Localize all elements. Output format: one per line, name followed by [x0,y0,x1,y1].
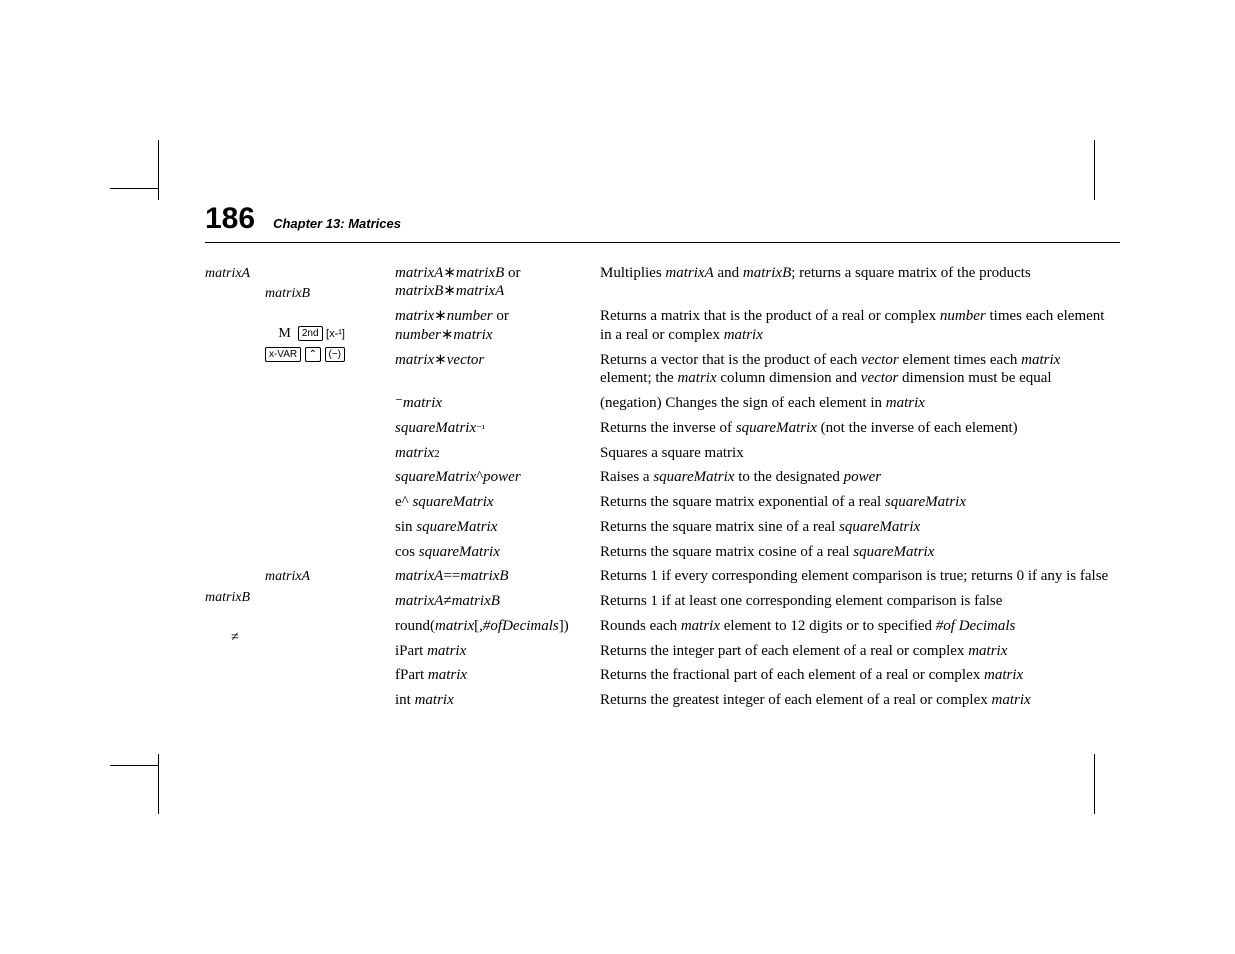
crop-mark [1094,754,1095,814]
key-xvar: x-VAR [265,347,301,362]
side-note: matrixA matrixB ≠ [205,564,395,713]
description-cell: Returns 1 if at least one corresponding … [600,589,1120,614]
description-cell: Rounds each matrix element to 12 digits … [600,614,1120,639]
key-neg: (−) [325,347,346,362]
syntax-cell: squareMatrix⁻¹ [395,416,600,441]
key-2nd: 2nd [298,326,323,341]
description-cell: Returns the square matrix cosine of a re… [600,540,1120,565]
description-cell: Raises a squareMatrix to the designated … [600,465,1120,490]
description-cell: (negation) Changes the sign of each elem… [600,391,1120,416]
table-row: matrixA matrixB ≠ matrixA==matrixBReturn… [205,564,1120,589]
side-var: matrixA [265,569,310,584]
description-cell: Returns 1 if every corresponding element… [600,564,1120,589]
key-inverse: [x‑¹] [326,328,345,340]
crop-mark [110,765,159,766]
description-cell: Returns the square matrix sine of a real… [600,515,1120,540]
key-up: ⌃ [305,347,321,362]
crop-mark [110,188,159,189]
crop-mark [158,754,159,814]
operations-table: matrixA matrixB M 2nd [x‑¹] x-VAR ⌃ (−) … [205,261,1120,713]
syntax-cell: sin squareMatrix [395,515,600,540]
chapter-title: Chapter 13: Matrices [273,216,401,232]
table-row: matrixA matrixB M 2nd [x‑¹] x-VAR ⌃ (−) … [205,261,1120,305]
description-cell: Returns the inverse of squareMatrix (not… [600,416,1120,441]
syntax-cell: matrix∗number ornumber∗matrix [395,304,600,348]
side-note: matrixA matrixB M 2nd [x‑¹] x-VAR ⌃ (−) [205,261,395,565]
description-cell: Returns the fractional part of each elem… [600,663,1120,688]
syntax-cell: squareMatrix^power [395,465,600,490]
description-cell: Returns the integer part of each element… [600,639,1120,664]
syntax-cell: round(matrix[,#ofDecimals]) [395,614,600,639]
running-head: 186 Chapter 13: Matrices [205,200,1120,243]
description-cell: Multiplies matrixA and matrixB; returns … [600,261,1120,305]
syntax-cell: iPart matrix [395,639,600,664]
syntax-cell: matrix2 [395,441,600,466]
side-var: matrixB [265,286,310,301]
description-cell: Returns the square matrix exponential of… [600,490,1120,515]
syntax-cell: matrixA≠matrixB [395,589,600,614]
description-cell: Squares a square matrix [600,441,1120,466]
crop-mark [158,140,159,200]
page-content: 186 Chapter 13: Matrices matrixA matrixB… [205,200,1120,713]
description-cell: Returns a matrix that is the product of … [600,304,1120,348]
description-cell: Returns a vector that is the product of … [600,348,1120,392]
syntax-cell: matrixA==matrixB [395,564,600,589]
syntax-cell: fPart matrix [395,663,600,688]
page-number: 186 [205,200,255,238]
side-var: matrixB [205,590,250,605]
syntax-cell: matrix∗vector [395,348,600,392]
syntax-cell: cos squareMatrix [395,540,600,565]
description-cell: Returns the greatest integer of each ele… [600,688,1120,713]
syntax-cell: e^ squareMatrix [395,490,600,515]
crop-mark [1094,140,1095,200]
syntax-cell: ⁻matrix [395,391,600,416]
neq-symbol: ≠ [231,630,239,645]
syntax-cell: matrixA∗matrixB ormatrixB∗matrixA [395,261,600,305]
syntax-cell: int matrix [395,688,600,713]
side-var: matrixA [205,266,250,281]
